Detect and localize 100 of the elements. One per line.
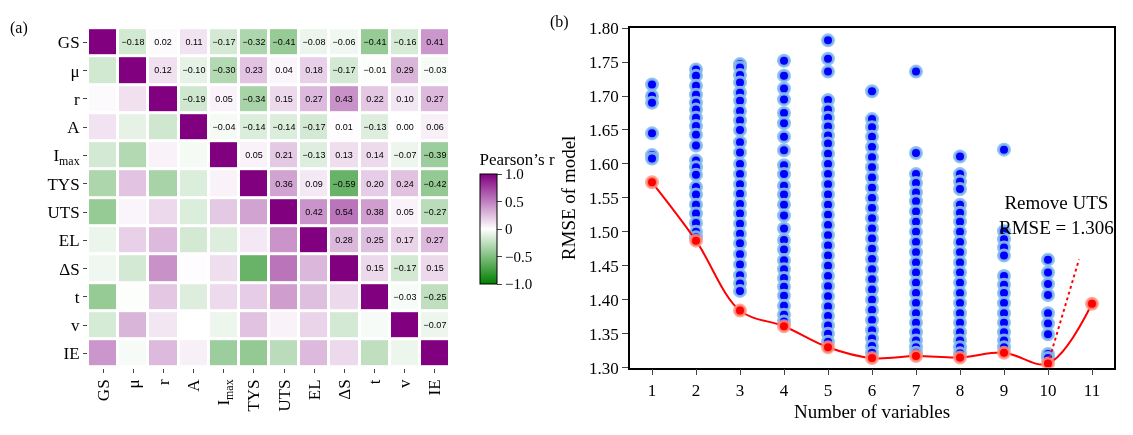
data-label: 0.22 — [366, 94, 384, 105]
x-tick-label: 7 — [911, 380, 921, 400]
data-label: −0.19 — [182, 94, 206, 105]
data-label: 0.05 — [245, 150, 263, 161]
point — [997, 345, 1011, 360]
data-label: 0.27 — [426, 94, 444, 105]
x-tick-label: 4 — [779, 380, 789, 400]
y-tick-label: t — [74, 287, 80, 307]
data-label: 0.21 — [275, 150, 293, 161]
y-tick-label: 1.30 — [589, 358, 619, 378]
data-label: 0.24 — [396, 179, 414, 190]
data-label: 0.15 — [275, 94, 293, 105]
data-label: 0.04 — [275, 65, 293, 76]
x-tick-label: 10 — [1039, 380, 1057, 400]
data-label: −0.41 — [363, 37, 387, 48]
x-tick-label: v — [395, 378, 415, 388]
data-label: −0.08 — [302, 37, 326, 48]
data-label: −0.59 — [332, 179, 356, 190]
data-label: −0.25 — [423, 292, 447, 303]
y-tick-label: r — [73, 89, 80, 109]
x-tick-label: UTS — [274, 379, 294, 412]
x-tick-label: 11 — [1083, 380, 1101, 400]
point — [733, 303, 747, 318]
data-label: −0.41 — [272, 37, 296, 48]
color-bar-label: −1.0 — [505, 276, 533, 293]
data-label: −0.06 — [332, 37, 356, 48]
point — [645, 175, 659, 190]
data-label: 0.17 — [396, 235, 414, 246]
y-tick-label: EL — [58, 231, 80, 251]
data-label: −0.10 — [182, 65, 206, 76]
data-label: −0.17 — [302, 122, 326, 133]
chart-title: (a) — [10, 19, 28, 37]
data-label: 0.41 — [426, 37, 444, 48]
data-label: 0.36 — [275, 179, 293, 190]
data-label: 0.02 — [154, 37, 172, 48]
x-tick-label: 9 — [999, 380, 1009, 400]
y-tick-label: 1.55 — [589, 188, 619, 208]
x-tick-label: EL — [304, 379, 324, 401]
y-tick-label: 1.35 — [589, 324, 619, 344]
data-label: 0.14 — [366, 150, 384, 161]
point — [1085, 296, 1099, 311]
y-tick-label: 1.65 — [589, 120, 619, 140]
data-label: −0.07 — [423, 320, 447, 331]
x-tick-label: 1 — [647, 380, 657, 400]
data-label: 0.06 — [426, 122, 444, 133]
data-label: −0.17 — [393, 263, 417, 274]
data-label: −0.16 — [393, 37, 417, 48]
color-bar-label: −0.5 — [505, 248, 533, 265]
data-label: 0.23 — [245, 65, 263, 76]
data-label: −0.32 — [242, 37, 266, 48]
data-label: 0.15 — [366, 263, 384, 274]
x-tick-label: 8 — [955, 380, 965, 400]
data-label: −0.13 — [363, 122, 387, 133]
data-label: 0.18 — [305, 65, 323, 76]
data-label: 0.09 — [305, 179, 323, 190]
point — [777, 319, 791, 334]
x-tick-label: A — [184, 378, 204, 392]
data-label: 0.20 — [366, 179, 384, 190]
data-label: 0.15 — [426, 263, 444, 274]
data-label: −0.07 — [393, 150, 417, 161]
y-tick-label: ΔS — [59, 259, 80, 279]
data-label: −0.39 — [423, 150, 447, 161]
data-label: 0.01 — [335, 122, 353, 133]
data-label: 0.13 — [335, 150, 353, 161]
data-label: −0.03 — [423, 65, 447, 76]
x-tick-label: r — [153, 379, 173, 386]
y-tick-label: IE — [63, 344, 80, 364]
y-tick-label: 1.75 — [589, 53, 619, 73]
y-tick-label: A — [67, 118, 81, 138]
data-label: 0.29 — [396, 65, 414, 76]
y-tick-label: 1.45 — [589, 256, 619, 276]
data-label: 0.43 — [335, 94, 353, 105]
data-label: −0.30 — [212, 65, 236, 76]
data-label: 0.28 — [335, 235, 353, 246]
data-label: −0.17 — [332, 65, 356, 76]
data-label: −0.27 — [423, 207, 447, 218]
y-tick-label: μ — [70, 61, 80, 81]
x-tick-label: ΔS — [334, 379, 354, 400]
x-tick-label: TYS — [244, 379, 264, 412]
x-tick-label: IE — [425, 379, 445, 396]
data-label: −0.04 — [212, 122, 236, 133]
data-label: 0.00 — [396, 122, 414, 133]
color-bar-label: 0.5 — [505, 193, 524, 210]
data-label: 0.12 — [154, 65, 172, 76]
x-tick-label: 6 — [867, 380, 877, 400]
data-label: 0.27 — [426, 235, 444, 246]
point — [821, 340, 835, 355]
data-label: −0.42 — [423, 179, 447, 190]
data-label: −0.01 — [363, 65, 387, 76]
x-tick-label: t — [365, 379, 385, 385]
y-tick-label: UTS — [47, 202, 80, 222]
point — [1041, 356, 1055, 368]
x-tick-label: 5 — [823, 380, 833, 400]
data-label: 0.11 — [185, 37, 203, 48]
data-label: −0.14 — [242, 122, 266, 133]
x-axis-title: Number of variables — [793, 401, 951, 423]
data-label: 0.38 — [366, 207, 384, 218]
data-label: −0.34 — [242, 94, 266, 105]
point — [865, 351, 879, 366]
y-axis-title: RMSE of model — [558, 135, 580, 261]
